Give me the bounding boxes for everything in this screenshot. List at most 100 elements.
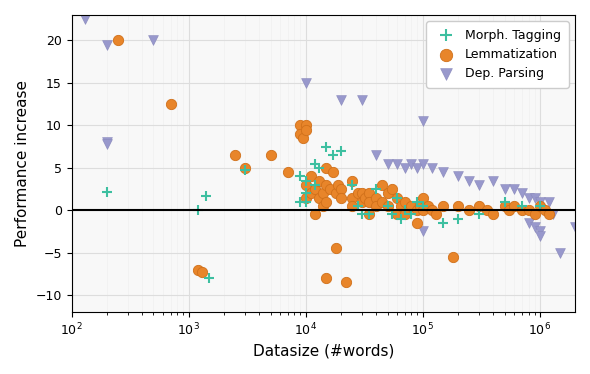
Lemmatization (301, 127, 310, 133)
Lemmatization (240, 165, 250, 171)
Lemmatization (283, 169, 293, 175)
Dep. Parsing (530, 194, 539, 200)
Lemmatization (231, 152, 240, 158)
Dep. Parsing (383, 160, 392, 166)
Dep. Parsing (571, 224, 580, 230)
Lemmatization (341, 279, 350, 285)
Dep. Parsing (357, 97, 366, 103)
Lemmatization (314, 194, 324, 200)
Dep. Parsing (372, 152, 381, 158)
Morph. Tagging (407, 212, 416, 218)
Lemmatization (325, 186, 335, 192)
Lemmatization (365, 199, 374, 205)
Lemmatization (322, 199, 331, 205)
Lemmatization (194, 267, 203, 273)
Morph. Tagging (453, 216, 463, 222)
Dep. Parsing (149, 37, 158, 43)
Lemmatization (372, 203, 381, 209)
Lemmatization (306, 173, 315, 179)
Dep. Parsing (413, 165, 422, 171)
Morph. Tagging (396, 216, 406, 222)
Lemmatization (331, 245, 340, 251)
Lemmatization (505, 207, 514, 213)
Lemmatization (348, 194, 357, 200)
Lemmatization (418, 194, 428, 200)
Morph. Tagging (500, 199, 509, 205)
Morph. Tagging (535, 203, 545, 209)
Dep. Parsing (535, 199, 545, 205)
Lemmatization (453, 203, 463, 209)
Lemmatization (372, 194, 381, 200)
Lemmatization (418, 207, 428, 213)
Dep. Parsing (530, 224, 539, 230)
Lemmatization (296, 122, 305, 128)
Morph. Tagging (310, 160, 320, 166)
Lemmatization (465, 207, 474, 213)
Lemmatization (407, 203, 416, 209)
Lemmatization (392, 212, 402, 218)
Lemmatization (360, 194, 369, 200)
Dep. Parsing (509, 186, 519, 192)
Dep. Parsing (418, 118, 428, 124)
Morph. Tagging (296, 199, 305, 205)
Dep. Parsing (102, 42, 112, 48)
Dep. Parsing (582, 216, 590, 222)
Dep. Parsing (474, 182, 483, 188)
Dep. Parsing (453, 173, 463, 179)
Dep. Parsing (418, 160, 428, 166)
Lemmatization (331, 190, 340, 196)
Lemmatization (334, 182, 343, 188)
Lemmatization (400, 212, 409, 218)
Lemmatization (365, 190, 374, 196)
Lemmatization (328, 169, 337, 175)
Dep. Parsing (489, 178, 498, 184)
Dep. Parsing (427, 165, 437, 171)
Legend: Morph. Tagging, Lemmatization, Dep. Parsing: Morph. Tagging, Lemmatization, Dep. Pars… (427, 21, 569, 88)
Morph. Tagging (328, 152, 337, 158)
Dep. Parsing (524, 220, 533, 226)
Morph. Tagging (372, 186, 381, 192)
Lemmatization (489, 212, 498, 218)
Morph. Tagging (205, 275, 214, 281)
Lemmatization (310, 186, 320, 192)
Lemmatization (353, 190, 363, 196)
Morph. Tagging (388, 212, 397, 218)
Dep. Parsing (439, 169, 448, 175)
Lemmatization (378, 182, 387, 188)
Lemmatization (535, 203, 545, 209)
Dep. Parsing (102, 141, 112, 147)
Lemmatization (413, 207, 422, 213)
Dep. Parsing (400, 165, 409, 171)
Lemmatization (322, 165, 331, 171)
Lemmatization (310, 212, 320, 218)
Lemmatization (301, 194, 310, 200)
Lemmatization (396, 203, 406, 209)
Dep. Parsing (545, 199, 554, 205)
Morph. Tagging (474, 212, 483, 218)
Lemmatization (388, 186, 397, 192)
Lemmatization (365, 212, 374, 218)
Dep. Parsing (517, 190, 526, 196)
Lemmatization (392, 194, 402, 200)
Lemmatization (413, 220, 422, 226)
Lemmatization (500, 203, 509, 209)
Lemmatization (348, 203, 357, 209)
Morph. Tagging (301, 199, 310, 205)
Lemmatization (348, 178, 357, 184)
Lemmatization (322, 182, 331, 188)
Morph. Tagging (357, 212, 366, 218)
Dep. Parsing (301, 80, 310, 86)
X-axis label: Datasize (#words): Datasize (#words) (253, 344, 394, 359)
Morph. Tagging (301, 190, 310, 196)
Dep. Parsing (535, 233, 545, 239)
Morph. Tagging (194, 207, 203, 213)
Lemmatization (423, 203, 432, 209)
Lemmatization (296, 131, 305, 137)
Dep. Parsing (392, 160, 402, 166)
Lemmatization (400, 199, 409, 205)
Lemmatization (378, 199, 387, 205)
Dep. Parsing (80, 16, 90, 22)
Y-axis label: Performance increase: Performance increase (15, 80, 30, 247)
Morph. Tagging (314, 165, 324, 171)
Lemmatization (113, 37, 123, 43)
